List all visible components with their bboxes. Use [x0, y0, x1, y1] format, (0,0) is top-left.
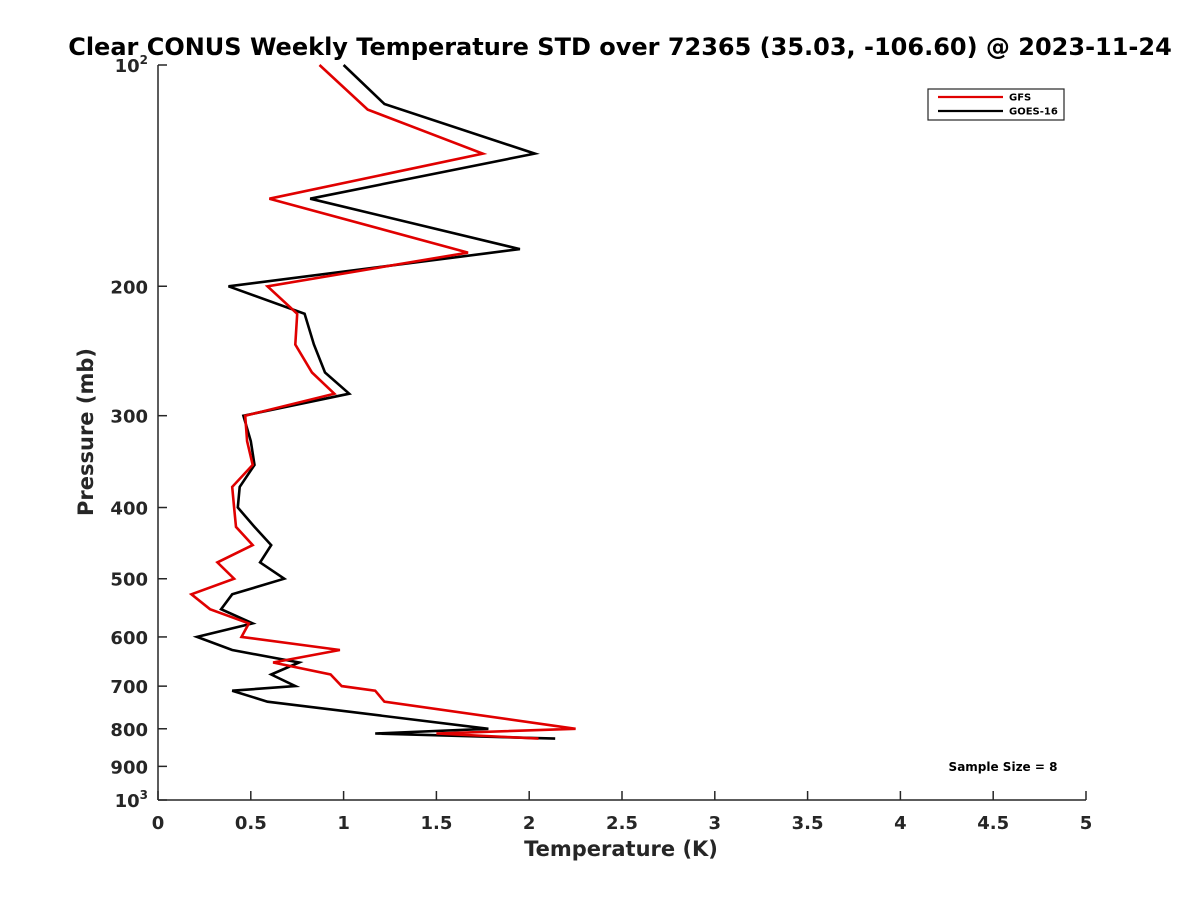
y-tick-label: 800: [110, 720, 148, 741]
y-tick-label: 200: [110, 277, 148, 298]
y-tick-label-base: 10: [115, 56, 140, 77]
legend-label-gfs: GFS: [1009, 93, 1031, 104]
x-tick-label: 4: [894, 813, 907, 834]
y-axis-label: Pressure (mb): [74, 348, 98, 516]
series-line-gfs: [188, 64, 576, 740]
x-axis-label: Temperature (K): [524, 837, 718, 861]
x-tick-label: 0: [152, 813, 165, 834]
x-tick-label: 1.5: [420, 813, 452, 834]
y-tick-label: 600: [110, 628, 148, 649]
x-tick-label: 2.5: [606, 813, 638, 834]
x-tick-label: 1: [337, 813, 350, 834]
y-tick-label: 103: [115, 788, 148, 812]
series-line-goes16: [192, 64, 556, 740]
y-tick-label: 700: [110, 677, 148, 698]
y-tick-label-exponent: 2: [140, 53, 148, 67]
chart-title: Clear CONUS Weekly Temperature STD over …: [68, 33, 1172, 61]
legend: GFS GOES-16: [927, 88, 1065, 121]
series-layer: [188, 64, 576, 740]
y-tick-label: 500: [110, 570, 148, 591]
x-tick-label: 5: [1080, 813, 1093, 834]
plot-area: [157, 65, 1086, 801]
x-tick-label: 4.5: [977, 813, 1009, 834]
x-axis-ticks: 0 0.5 1 1.5 2 2.5 3 3.5 4 4.5 5: [152, 791, 1093, 834]
legend-box: [927, 88, 1065, 121]
y-tick-label: 400: [110, 499, 148, 520]
y-tick-label-base: 10: [115, 791, 140, 812]
x-tick-label: 3.5: [792, 813, 824, 834]
sample-size-annotation: Sample Size = 8: [949, 760, 1058, 774]
y-tick-label: 300: [110, 407, 148, 428]
y-tick-label: 900: [110, 757, 148, 778]
y-tick-label-exponent: 3: [140, 788, 148, 802]
y-tick-label: 102: [115, 53, 148, 77]
x-tick-label: 0.5: [235, 813, 267, 834]
x-tick-label: 2: [523, 813, 536, 834]
x-tick-label: 3: [709, 813, 722, 834]
legend-label-goes16: GOES-16: [1009, 107, 1058, 118]
